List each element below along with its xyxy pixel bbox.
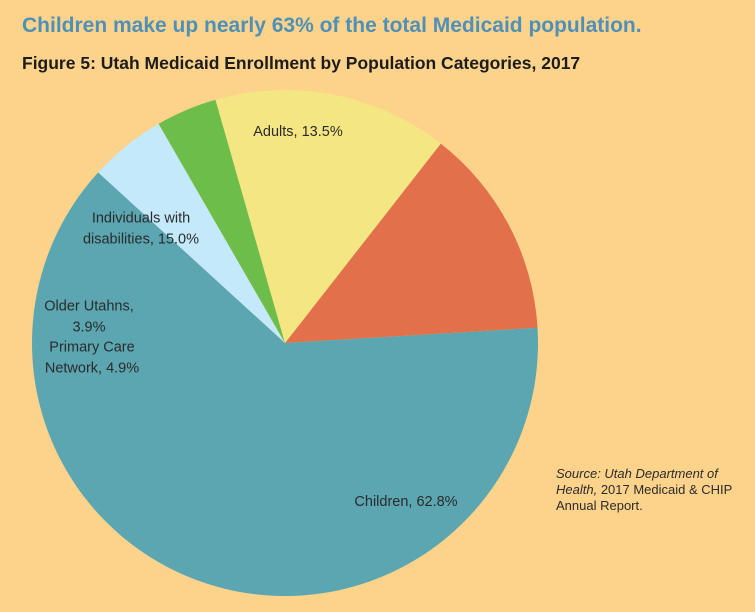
slice-label-primary-care: Primary Care Network, 4.9% <box>45 340 139 377</box>
slice-label-children: Children, 62.8% <box>354 494 457 510</box>
slice-label-adults: Adults, 13.5% <box>253 124 343 140</box>
pie-slice-disabilities <box>215 90 441 344</box>
pie-slice-adults <box>285 143 538 343</box>
pie-labels: Adults, 13.5% Children, 62.8% Primary Care… <box>44 124 457 510</box>
slice-label-line: Network, 4.9% <box>45 361 139 377</box>
figure-title: Figure 5: Utah Medicaid Enrollment by Po… <box>22 53 581 73</box>
pie-slice-children <box>31 172 538 597</box>
source-italic: Source: Utah Department of Health, <box>556 466 718 497</box>
slice-label-older-utahns: Older Utahns, 3.9% <box>44 299 133 336</box>
slice-label-line: Primary Care <box>49 340 134 356</box>
pie-slice-primary-care <box>98 123 285 343</box>
source-note: Source: Utah Department of Health, 2017 … <box>556 466 746 514</box>
slice-label-line: Individuals with <box>92 211 190 227</box>
slice-label-line: 3.9% <box>72 320 105 336</box>
slice-label-disabilities: Individuals with disabilities, 15.0% <box>83 211 199 248</box>
slice-label-line: Older Utahns, <box>44 299 133 315</box>
slice-label-line: Children, 62.8% <box>354 494 457 510</box>
headline: Children make up nearly 63% of the total… <box>22 14 642 37</box>
slice-label-line: Adults, 13.5% <box>253 124 343 140</box>
source-rest: 2017 Medicaid & CHIP Annual Report. <box>556 482 733 513</box>
pie-slice-older-utahns <box>158 99 285 344</box>
slice-label-line: disabilities, 15.0% <box>83 232 199 248</box>
pie-slices <box>31 90 538 597</box>
